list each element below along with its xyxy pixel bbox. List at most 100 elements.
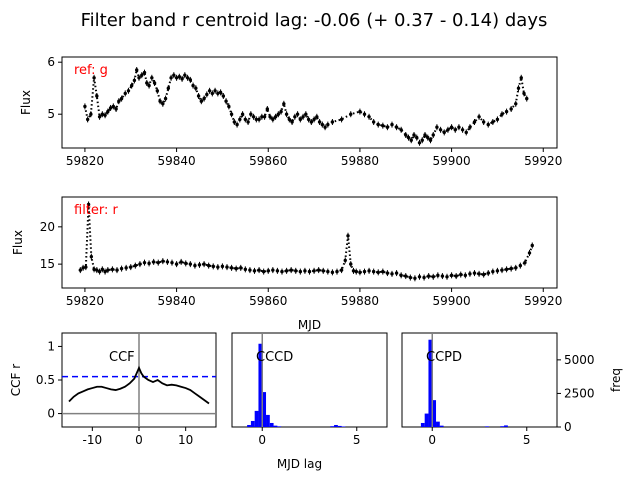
panel-filter-lightcurve: 59820 59840 59860 59880 59900 59920 15 20 Flux fi… <box>11 196 562 332</box>
x-tick-label: 59820 <box>66 294 104 308</box>
data-point <box>440 274 445 278</box>
data-point <box>185 76 190 80</box>
data-point <box>106 268 110 272</box>
data-point <box>249 112 253 116</box>
data-point <box>213 89 217 93</box>
data-point <box>106 109 110 114</box>
data-point <box>124 266 128 270</box>
x-tick-label: 10 <box>178 433 193 447</box>
y-axis-label: CCF r <box>9 364 23 396</box>
data-point <box>459 272 463 277</box>
data-point <box>240 112 245 116</box>
data-point <box>172 73 176 77</box>
data-point <box>188 262 193 266</box>
data-point <box>279 109 283 114</box>
x-tick-label: 59900 <box>432 154 470 168</box>
data-point <box>108 106 113 110</box>
data-point <box>193 263 197 268</box>
data-point <box>251 115 256 119</box>
x-tick-label: 59820 <box>66 154 104 168</box>
data-point <box>307 269 312 274</box>
histogram-bar <box>485 426 489 427</box>
data-point <box>115 268 119 272</box>
data-point <box>163 96 168 101</box>
data-point <box>123 91 127 96</box>
data-point <box>530 243 534 248</box>
y-tick-label: 2500 <box>564 386 595 400</box>
data-point <box>354 269 358 274</box>
data-point <box>362 269 367 274</box>
axes-frame <box>401 332 558 428</box>
data-point <box>150 76 154 80</box>
data-point <box>216 91 220 96</box>
data-point <box>92 267 96 272</box>
data-point <box>390 272 394 276</box>
x-tick-label: 59840 <box>157 294 195 308</box>
data-point <box>273 115 278 119</box>
data-point <box>412 133 416 137</box>
data-point <box>142 260 147 265</box>
y-tick-label: 1 <box>47 339 55 353</box>
data-point <box>135 68 139 72</box>
panel-annotation: filter: r <box>74 203 119 218</box>
data-point <box>349 112 353 116</box>
panel-annotation: CCF <box>109 350 135 365</box>
data-point <box>194 86 198 90</box>
data-point <box>235 122 239 127</box>
data-point <box>137 76 141 80</box>
histogram-bar <box>266 414 270 427</box>
histogram-bar <box>254 410 259 427</box>
data-point <box>477 115 481 119</box>
data-point <box>287 117 292 122</box>
data-point <box>509 266 513 271</box>
data-point <box>232 120 237 124</box>
data-point <box>210 91 215 96</box>
data-point <box>202 262 206 266</box>
data-point <box>220 264 225 269</box>
histogram-bar <box>269 422 274 427</box>
data-point <box>100 267 105 272</box>
data-point <box>491 269 495 274</box>
data-point <box>362 112 367 116</box>
data-point <box>103 269 107 274</box>
data-point <box>504 109 509 114</box>
data-point <box>97 115 102 119</box>
data-point <box>165 260 170 264</box>
data-point <box>238 117 242 122</box>
data-point <box>126 89 131 93</box>
data-point <box>191 83 195 88</box>
data-point <box>86 202 91 207</box>
y-axis-label: freq <box>609 368 623 392</box>
data-point <box>519 76 523 80</box>
x-tick-label: 0 <box>258 433 266 447</box>
x-tick-label: 59860 <box>249 154 287 168</box>
data-point <box>84 265 88 269</box>
data-point <box>477 272 481 276</box>
y-tick-label: 0 <box>564 420 572 434</box>
data-point <box>301 115 305 119</box>
data-point <box>89 112 93 116</box>
data-point <box>138 262 142 266</box>
data-point <box>275 269 280 273</box>
data-point <box>326 122 330 127</box>
data-point <box>284 269 289 273</box>
data-point <box>158 99 162 103</box>
data-point <box>442 130 446 135</box>
panel-annotation: CCCD <box>256 350 293 365</box>
data-point <box>399 128 403 132</box>
data-point <box>92 76 96 80</box>
x-tick-label: 59860 <box>249 294 287 308</box>
data-point <box>229 266 234 270</box>
data-point <box>358 109 362 114</box>
x-tick-label: 59880 <box>341 154 379 168</box>
data-point <box>95 94 99 98</box>
data-point <box>367 115 371 119</box>
data-point <box>202 96 206 101</box>
data-point <box>481 120 486 124</box>
data-point <box>295 112 300 116</box>
data-point <box>426 274 431 278</box>
data-point <box>199 99 204 103</box>
data-point <box>495 117 500 122</box>
data-point <box>243 267 248 272</box>
